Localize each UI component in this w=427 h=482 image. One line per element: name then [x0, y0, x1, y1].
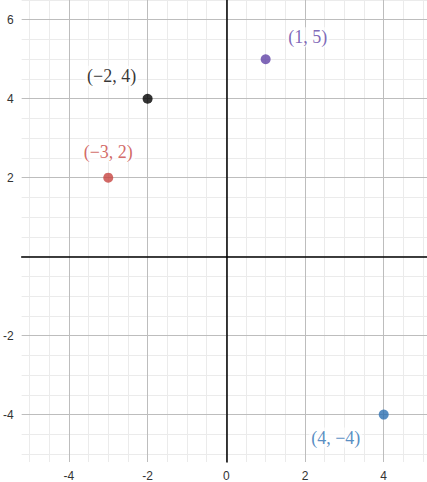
svg-text:-2: -2: [3, 329, 14, 343]
svg-text:4: 4: [380, 469, 387, 482]
svg-text:0: 0: [223, 469, 230, 482]
svg-text:2: 2: [7, 171, 14, 185]
svg-text:-4: -4: [64, 469, 75, 482]
svg-text:(1, 5): (1, 5): [288, 27, 327, 48]
svg-text:2: 2: [302, 469, 309, 482]
svg-text:4: 4: [7, 92, 14, 106]
svg-text:6: 6: [7, 13, 14, 27]
svg-text:(−3, 2): (−3, 2): [84, 142, 133, 163]
svg-text:(4, −4): (4, −4): [311, 428, 360, 449]
svg-text:(−2, 4): (−2, 4): [87, 66, 136, 87]
svg-text:-2: -2: [142, 469, 153, 482]
svg-text:-4: -4: [3, 408, 14, 422]
